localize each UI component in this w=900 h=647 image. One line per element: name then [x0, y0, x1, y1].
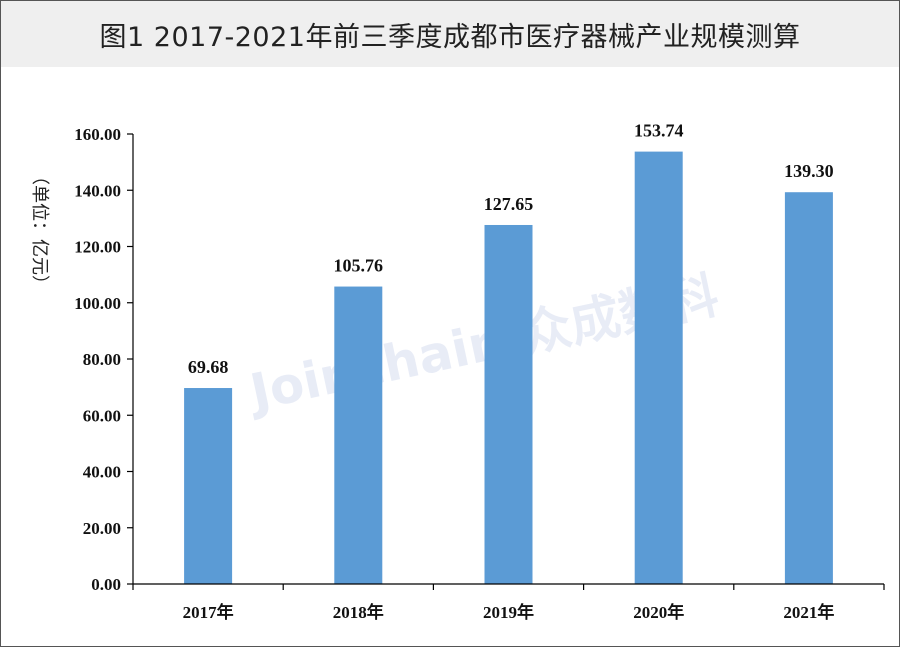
y-tick-label: 160.00 — [74, 125, 121, 144]
data-label-2018年: 105.76 — [334, 256, 384, 276]
y-tick-label: 40.00 — [83, 463, 121, 482]
data-label-2019年: 127.65 — [484, 194, 534, 214]
y-axis-label: （单位：亿元） — [29, 167, 50, 293]
y-tick-label: 140.00 — [74, 181, 121, 200]
bar-2018年 — [334, 286, 383, 584]
bar-2020年 — [634, 151, 683, 584]
y-tick-label: 100.00 — [74, 294, 121, 313]
data-label-2020年: 153.74 — [634, 121, 684, 141]
x-tick-label: 2018年 — [333, 602, 384, 622]
y-tick-label: 60.00 — [83, 406, 121, 425]
y-tick-label: 120.00 — [74, 238, 121, 257]
bar-2021年 — [784, 192, 833, 584]
title-bar: 图1 2017-2021年前三季度成都市医疗器械产业规模测算 — [1, 1, 899, 67]
y-tick-label: 20.00 — [83, 519, 121, 538]
data-label-2017年: 69.68 — [188, 357, 229, 377]
x-tick-label: 2019年 — [483, 602, 534, 622]
data-label-2021年: 139.30 — [784, 161, 834, 181]
axes-group — [127, 133, 885, 590]
y-tick-label: 0.00 — [91, 575, 121, 594]
y-tick-label: 80.00 — [83, 350, 121, 369]
labels-group: 69.68 2017年 105.76 2018年 127.65 2019年 153.74 20… — [74, 121, 834, 622]
bar-2019年 — [484, 224, 533, 584]
x-tick-label: 2020年 — [633, 602, 684, 622]
bar-2017年 — [184, 388, 233, 584]
bars-group — [184, 151, 833, 584]
x-tick-label: 2021年 — [783, 602, 834, 622]
chart-title: 图1 2017-2021年前三季度成都市医疗器械产业规模测算 — [99, 21, 801, 53]
x-tick-label: 2017年 — [183, 602, 234, 622]
